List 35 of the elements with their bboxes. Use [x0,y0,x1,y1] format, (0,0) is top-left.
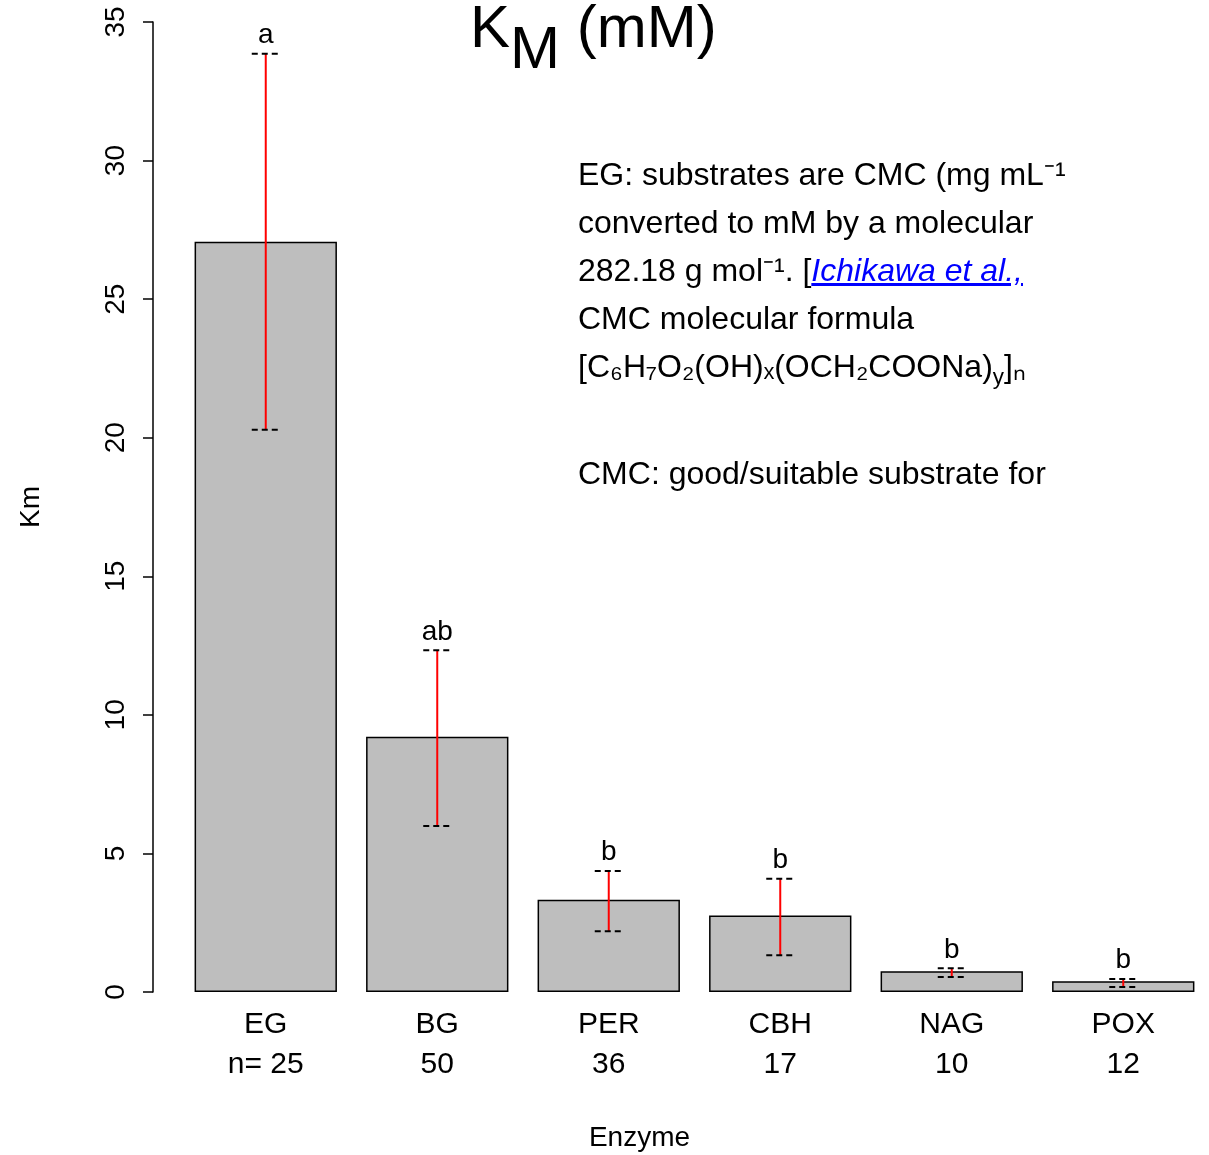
bar [880,971,1023,992]
annotation: 282.18 g mol⁻¹. [ [578,252,812,288]
y-tick-label: 25 [98,283,130,315]
annotation: ab [421,614,453,646]
y-tick-label: 30 [98,144,130,177]
annotation: EG: substrates are CMC (mg mL⁻¹ [578,156,1066,192]
bar [1052,981,1195,992]
y-tick-label: 10 [98,699,130,731]
annotation: b [772,843,789,875]
x-tick-label: POX 12 [1091,1005,1155,1079]
y-tick-label: 20 [98,422,130,454]
bar [366,736,509,992]
x-tick-label: NAG 10 [919,1005,985,1079]
bar [537,899,680,992]
x-axis-title: Enzyme [588,1120,691,1152]
annotation: b [600,835,617,867]
annotation: converted to mM by a molecular [578,204,1034,240]
annotation: [C₆H₇O₂(OH)ₓ(OCH₂COONa)$_{y}$]ₙ [578,348,1026,390]
annotation: CMC molecular formula [578,300,915,336]
annotation: a [257,18,274,50]
y-tick-label: 35 [98,6,130,38]
annotation: CMC: good/suitable substrate for [578,455,1046,492]
annotation: Ichikawa et al., [811,252,1023,288]
y-tick-label: 0 [98,984,130,1000]
x-tick-label: PER 36 [577,1005,640,1079]
y-tick-label: 15 [98,560,130,592]
annotation: b [943,932,960,964]
y-axis-title: Km [13,486,45,528]
x-tick-label: BG 50 [415,1005,459,1079]
x-tick-label: CBH 17 [748,1005,812,1079]
y-tick-label: 5 [98,845,130,862]
bar [194,241,337,992]
annotation: b [1115,943,1132,975]
bar [709,915,852,992]
x-tick-label: EG n= 25 [227,1005,304,1079]
